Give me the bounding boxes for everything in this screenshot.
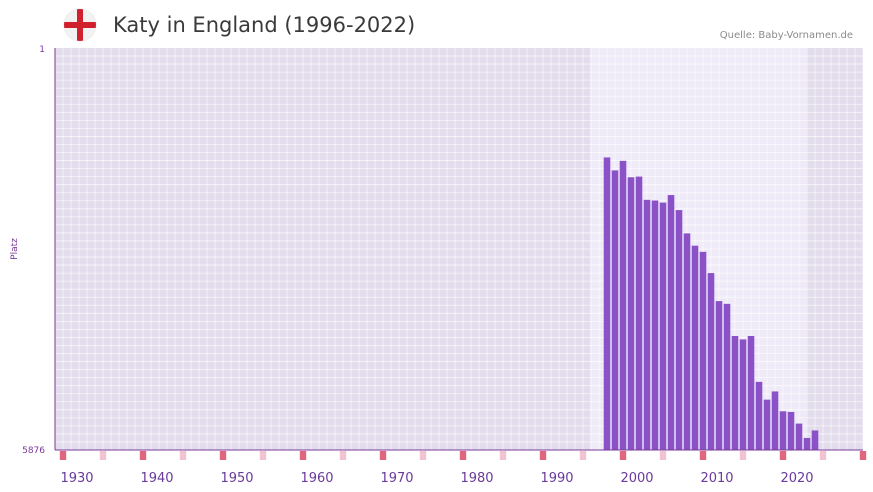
decade-marker <box>219 451 227 460</box>
x-tick-label-2000: 2000 <box>620 471 653 486</box>
bar-2010 <box>715 301 723 450</box>
decade-marker <box>539 451 547 460</box>
decade-marker <box>859 451 867 460</box>
decade-marker <box>139 451 147 460</box>
half-decade-marker <box>419 451 427 460</box>
half-decade-marker <box>99 451 107 460</box>
bar-2009 <box>707 273 715 450</box>
decade-marker <box>379 451 387 460</box>
bar-2021 <box>803 437 811 450</box>
rank-bars <box>603 157 819 451</box>
bar-1996 <box>603 157 611 451</box>
axes <box>54 48 867 460</box>
half-decade-marker <box>659 451 667 460</box>
bar-2002 <box>651 200 659 450</box>
y-tick-label-top: 1 <box>39 45 45 55</box>
bar-2016 <box>763 399 771 450</box>
bar-2015 <box>755 381 763 450</box>
bar-2007 <box>691 245 699 450</box>
bar-2019 <box>787 411 795 450</box>
x-tick-label-2020: 2020 <box>780 471 813 486</box>
chart-header: Katy in England (1996-2022) Quelle: Baby… <box>0 0 873 48</box>
half-decade-marker <box>739 451 747 460</box>
england-flag-icon <box>64 9 96 41</box>
bar-2014 <box>747 336 755 450</box>
x-tick-label-2010: 2010 <box>700 471 733 486</box>
x-tick-label-1990: 1990 <box>540 471 573 486</box>
grid-lines <box>54 48 864 450</box>
half-decade-marker <box>579 451 587 460</box>
bar-2004 <box>667 195 675 450</box>
bar-2003 <box>659 202 667 450</box>
chart-title: Katy in England (1996-2022) <box>113 13 416 37</box>
y-axis-title: Platz <box>10 238 20 260</box>
bar-1998 <box>619 160 627 450</box>
bar-2018 <box>779 411 787 450</box>
decade-marker <box>619 451 627 460</box>
decade-marker <box>299 451 307 460</box>
bar-2006 <box>683 233 691 450</box>
bar-2012 <box>731 336 739 450</box>
x-tick-label-1940: 1940 <box>140 471 173 486</box>
x-tick-label-1930: 1930 <box>60 471 93 486</box>
y-tick-label-bottom: 5876 <box>22 446 45 456</box>
decade-marker <box>699 451 707 460</box>
x-tick-label-1970: 1970 <box>380 471 413 486</box>
bar-2013 <box>739 339 747 450</box>
bar-2001 <box>643 199 651 450</box>
bar-2020 <box>795 423 803 450</box>
half-decade-marker <box>819 451 827 460</box>
half-decade-marker <box>259 451 267 460</box>
source-label: Quelle: Baby-Vornamen.de <box>719 30 853 41</box>
half-decade-marker <box>339 451 347 460</box>
half-decade-marker <box>179 451 187 460</box>
x-tick-label-1950: 1950 <box>220 471 253 486</box>
bar-1999 <box>627 177 635 450</box>
bar-2008 <box>699 251 707 450</box>
decade-marker <box>779 451 787 460</box>
bar-1997 <box>611 170 619 450</box>
x-tick-label-1980: 1980 <box>460 471 493 486</box>
bar-2005 <box>675 210 683 450</box>
bar-2000 <box>635 176 643 450</box>
half-decade-marker <box>499 451 507 460</box>
bar-2022 <box>811 430 819 450</box>
decade-marker <box>59 451 67 460</box>
bar-2011 <box>723 303 731 450</box>
bar-2017 <box>771 391 779 450</box>
decade-marker <box>459 451 467 460</box>
x-tick-label-1960: 1960 <box>300 471 333 486</box>
axis-labels: 1 5876 Platz 1930 1940 1950 1960 1970 1980 1990 20… <box>10 45 814 486</box>
